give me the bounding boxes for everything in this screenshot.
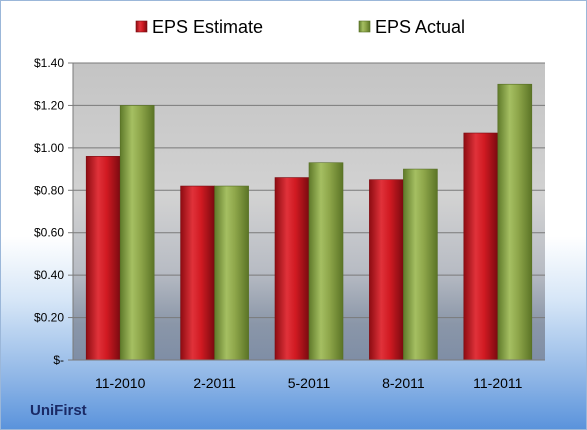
x-tick-label: 11-2010 <box>95 375 146 391</box>
y-tick-label: $1.40 <box>34 56 64 70</box>
x-tick-label: 11-2011 <box>473 375 523 391</box>
y-tick-label: $- <box>53 353 64 367</box>
x-tick-label: 5-2011 <box>288 375 331 391</box>
bar-actual <box>497 83 533 361</box>
y-tick-label: $0.80 <box>34 183 64 197</box>
bar-estimate <box>180 185 215 361</box>
company-label: UniFirst <box>30 402 87 419</box>
y-axis: $- $0.20 $0.40 $0.60 $0.80 $1.00 $1.20 $1.40 <box>34 56 74 367</box>
bar-actual <box>214 185 249 361</box>
x-tick-label: 8-2011 <box>382 375 425 391</box>
bar-estimate <box>274 177 310 361</box>
y-tick-label: $0.20 <box>34 311 64 325</box>
legend-swatch <box>358 20 371 33</box>
bars <box>85 83 533 361</box>
y-tick-label: $0.40 <box>34 268 64 282</box>
bar-actual <box>308 162 344 361</box>
x-axis: 11-2010 2-2011 5-2011 8-2011 11-2011 <box>73 359 545 391</box>
bar-estimate <box>85 156 121 361</box>
y-tick-label: $1.20 <box>34 98 64 112</box>
legend-label: EPS Actual <box>375 17 465 37</box>
legend: EPS Estimate EPS Actual <box>135 17 465 37</box>
bar-actual <box>119 105 155 361</box>
y-tick-label: $0.60 <box>34 226 64 240</box>
bar-estimate <box>369 179 404 361</box>
legend-label: EPS Estimate <box>152 17 263 37</box>
bar-estimate <box>463 132 499 361</box>
x-tick-label: 2-2011 <box>193 375 236 391</box>
y-tick-label: $1.00 <box>34 141 64 155</box>
legend-swatch <box>135 20 148 33</box>
bar-actual <box>403 168 438 361</box>
